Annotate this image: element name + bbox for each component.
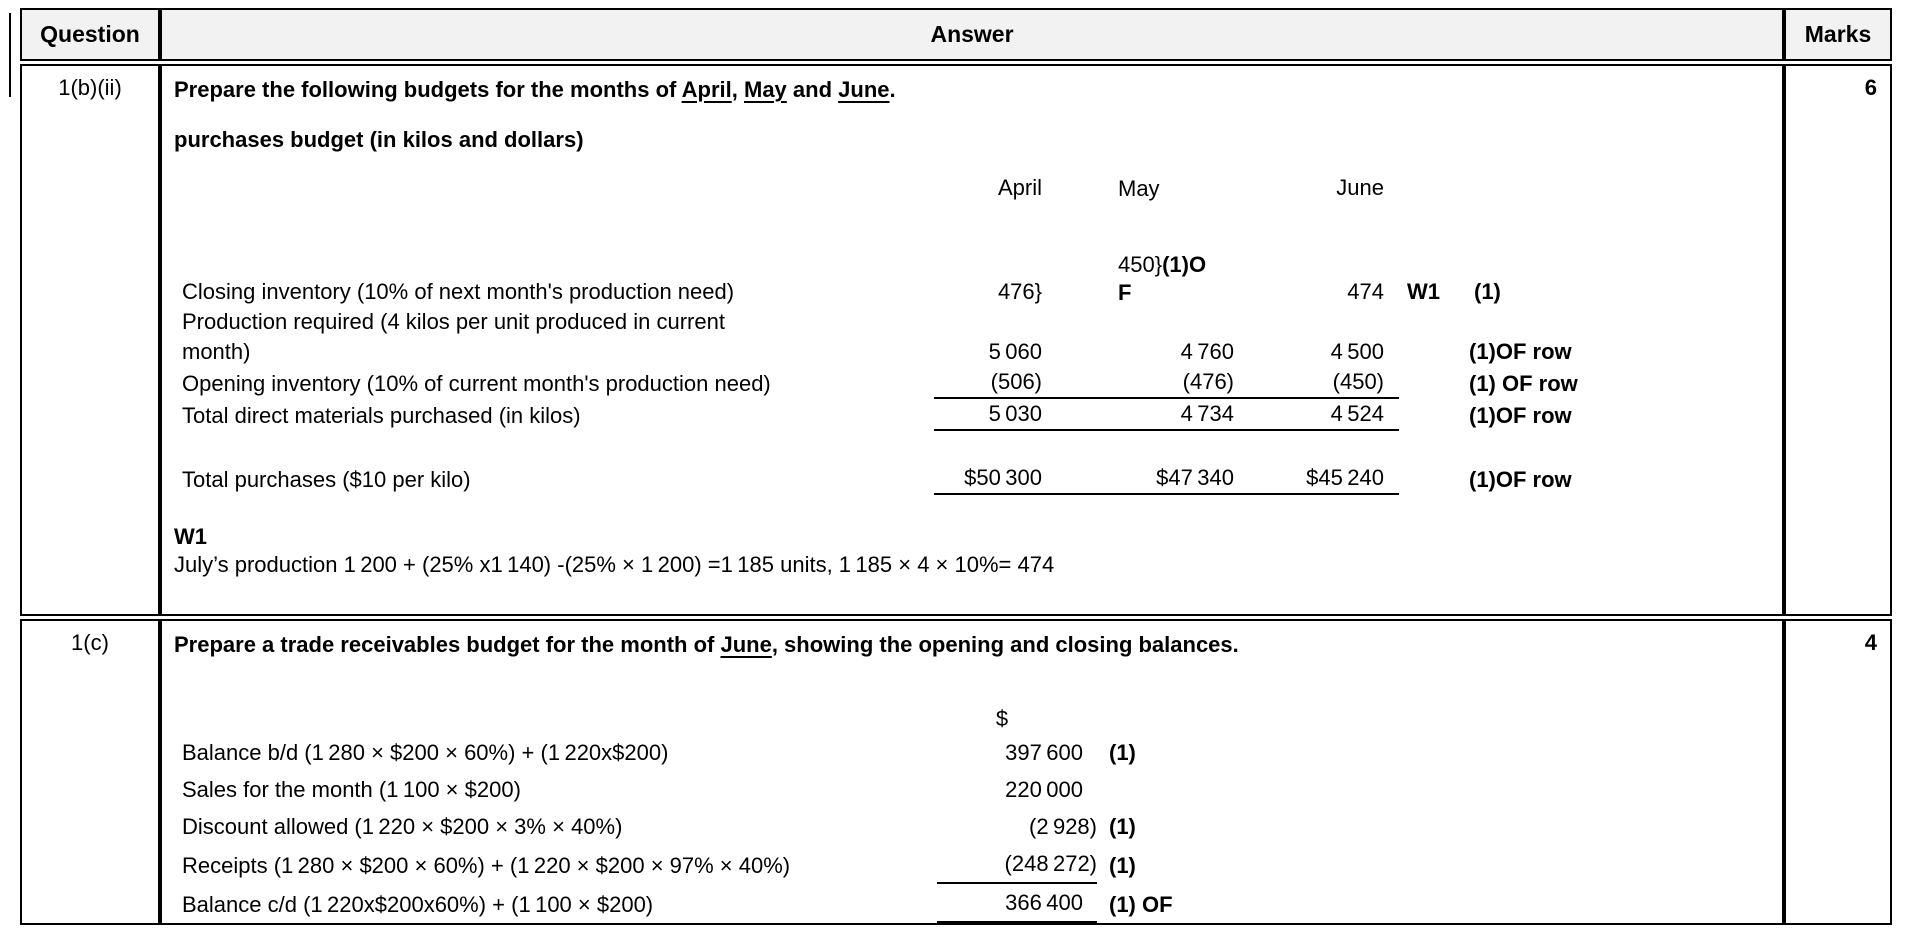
mark-annotation: (1)OF row — [1469, 403, 1572, 428]
budget-row-total-kilos: Total direct materials purchased (in kil… — [174, 399, 1782, 431]
value-may: (476) — [1042, 367, 1234, 399]
marks-value-1bii: 6 — [1784, 64, 1892, 616]
value-june: 4 500 — [1330, 339, 1384, 364]
currency-header-row: $ — [174, 704, 1782, 734]
row-label: Balance b/d (1 280 × $200 × 60%) + (1 22… — [182, 740, 669, 765]
value-may: $47 340 — [1042, 463, 1234, 495]
working-text: July’s production 1 200 + (25% x1 140) -… — [174, 552, 1055, 577]
table-row-1c: 1(c) Prepare a trade receivables budget … — [20, 619, 1892, 925]
value-april: 5 060 — [988, 339, 1042, 364]
row-value: 397 600 — [1005, 740, 1083, 765]
value-may: 4 734 — [1042, 399, 1234, 431]
value-may: 450}(1)O F — [1042, 251, 1234, 307]
value-june: 4 524 — [1234, 399, 1399, 431]
receivables-rows: Balance b/d (1 280 × $200 × 60%) + (1 22… — [174, 734, 1782, 923]
mark-annotation: (1) — [1109, 814, 1136, 839]
row-label: Discount allowed (1 220 × $200 × 3% × 40… — [182, 814, 623, 839]
mark-annotation: (1) — [1109, 853, 1136, 878]
row-value: 366 400 — [937, 884, 1097, 923]
value-april: (506) — [934, 367, 1042, 399]
table-row-1bii: 1(b)(ii) Prepare the following budgets f… — [20, 64, 1892, 616]
budget-row-production-required: Production required (4 kilos per unit pr… — [174, 307, 1782, 367]
mark-annotation: F — [1118, 280, 1132, 305]
answer-column-header: Answer — [160, 8, 1784, 61]
marks-column-header: Marks — [1784, 8, 1892, 61]
value-june: 474 — [1347, 279, 1384, 304]
prompt-1bii: Prepare the following budgets for the mo… — [174, 77, 896, 102]
receivables-row: Sales for the month (1 100 × $200) 220 0… — [174, 771, 1782, 808]
row-label: Total purchases ($10 per kilo) — [182, 467, 471, 492]
row-label: Sales for the month (1 100 × $200) — [182, 777, 521, 802]
working-note-w1: W1 July’s production 1 200 + (25% x1 140… — [174, 523, 1782, 579]
question-number-1bii: 1(b)(ii) — [20, 64, 160, 616]
row-label: Receipts (1 280 × $200 × 60%) + (1 220 ×… — [182, 853, 791, 878]
mark-annotation: W1 (1) — [1407, 279, 1501, 304]
value-june: $45 240 — [1234, 463, 1399, 495]
mark-annotation: (1) OF — [1109, 892, 1173, 917]
value-april: 476} — [997, 279, 1042, 304]
marks-value-1c: 4 — [1784, 619, 1892, 925]
mark-annotation: (1)OF row — [1469, 467, 1572, 492]
row-value: (248 272) — [937, 845, 1097, 884]
row-label: Closing inventory (10% of next month's p… — [182, 279, 735, 304]
budget-subtitle: purchases budget (in kilos and dollars) — [174, 127, 584, 152]
value-june: (450) — [1234, 367, 1399, 399]
row-value: (2 928) — [1029, 814, 1097, 839]
answer-cell-1bii: Prepare the following budgets for the mo… — [160, 64, 1784, 616]
month-header-row: April May June — [174, 173, 1782, 203]
question-column-header: Question — [20, 8, 160, 61]
header-row: Question Answer Marks — [20, 8, 1892, 61]
row-value: 220 000 — [1005, 777, 1083, 802]
mark-annotation: (1) OF row — [1469, 371, 1578, 396]
budget-row-opening-inventory: Opening inventory (10% of current month'… — [174, 367, 1782, 399]
working-title: W1 — [174, 524, 207, 549]
mark-scheme-table: Question Answer Marks 1(b)(ii) Prepare t… — [20, 5, 1892, 928]
row-label: Balance c/d (1 220x$200x60%) + (1 100 × … — [182, 892, 654, 917]
budget-row-total-purchases: Total purchases ($10 per kilo) $50 300 $… — [174, 463, 1782, 495]
month-may: May — [1118, 176, 1160, 201]
receivables-row: Receipts (1 280 × $200 × 60%) + (1 220 ×… — [174, 845, 1782, 884]
mark-annotation: (1)OF row — [1469, 339, 1572, 364]
month-april: April — [997, 175, 1042, 200]
month-june: June — [1336, 175, 1384, 200]
receivables-row: Balance b/d (1 280 × $200 × 60%) + (1 22… — [174, 734, 1782, 771]
row-label: Production required (4 kilos per unit pr… — [182, 309, 725, 364]
answer-cell-1c: Prepare a trade receivables budget for t… — [160, 619, 1784, 925]
receivables-row: Discount allowed (1 220 × $200 × 3% × 40… — [174, 808, 1782, 845]
receivables-row: Balance c/d (1 220x$200x60%) + (1 100 × … — [174, 884, 1782, 923]
value-april: 5 030 — [934, 399, 1042, 431]
row-label: Opening inventory (10% of current month'… — [182, 371, 771, 396]
row-label: Total direct materials purchased (in kil… — [182, 403, 581, 428]
value-may: 4 760 — [1180, 339, 1234, 364]
mark-annotation: (1) — [1109, 740, 1136, 765]
outer-border-segment — [9, 13, 11, 97]
prompt-1c: Prepare a trade receivables budget for t… — [174, 632, 1239, 657]
mark-annotation: (1)O — [1162, 252, 1207, 277]
currency-header: $ — [995, 706, 1009, 731]
budget-row-closing-inventory: Closing inventory (10% of next month's p… — [174, 251, 1782, 307]
question-number-1c: 1(c) — [20, 619, 160, 925]
value-april: $50 300 — [934, 463, 1042, 495]
